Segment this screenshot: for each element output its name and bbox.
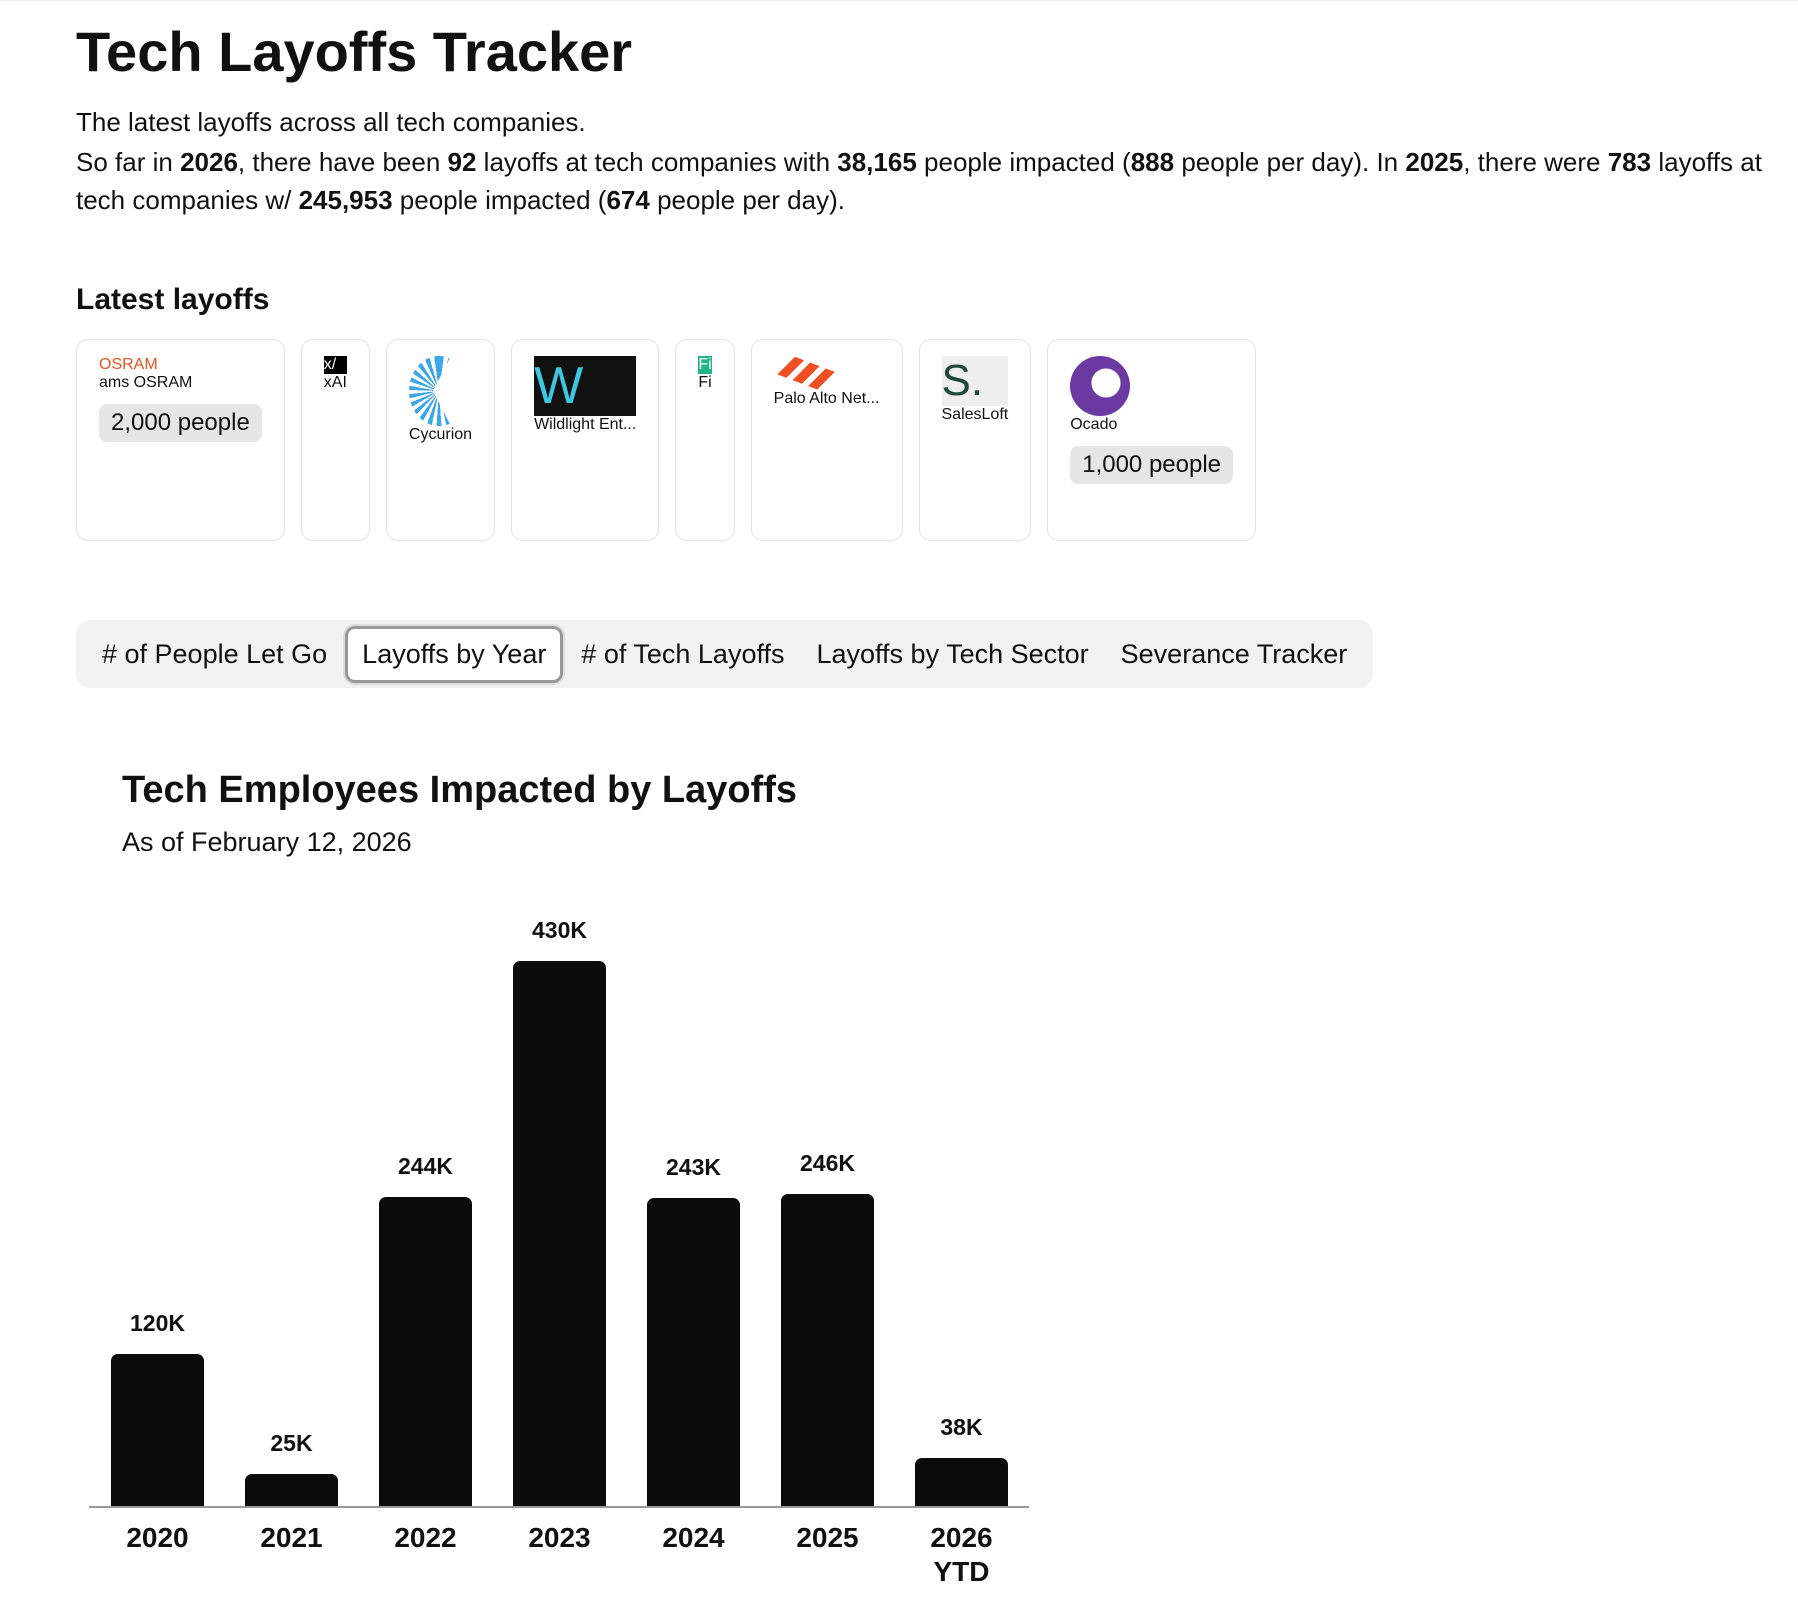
stat: 888 bbox=[1130, 147, 1175, 177]
bar bbox=[781, 1194, 874, 1506]
logo-shape bbox=[1070, 356, 1131, 416]
company-name: SalesLoft bbox=[941, 406, 1009, 423]
x-tick-label: 2025 bbox=[796, 1522, 859, 1553]
text: layoffs at tech companies with bbox=[476, 147, 838, 177]
logo-text: x/ bbox=[323, 356, 337, 373]
logo-text: S. bbox=[941, 356, 984, 405]
tab[interactable]: Layoffs by Tech Sector bbox=[816, 638, 1089, 669]
summary: So far in 2026, there have been 92 layof… bbox=[76, 143, 1766, 219]
data-label: 38K bbox=[940, 1413, 983, 1440]
stat: 92 bbox=[447, 147, 477, 177]
stat: 783 bbox=[1607, 147, 1652, 177]
bar bbox=[647, 1198, 740, 1506]
company-card[interactable]: Palo Alto Net... bbox=[750, 339, 903, 541]
tab[interactable]: # of People Let Go bbox=[102, 638, 328, 669]
company-card[interactable]: S. SalesLoft bbox=[918, 339, 1032, 541]
x-tick-label: 2023 bbox=[528, 1522, 591, 1553]
chart-subtitle: As of February 12, 2026 bbox=[122, 827, 412, 857]
logo-text: W bbox=[534, 357, 584, 415]
company-name: Palo Alto Net... bbox=[773, 390, 880, 407]
text: , there have been bbox=[237, 147, 448, 177]
section-heading: Latest layoffs bbox=[76, 283, 270, 316]
text: , there were bbox=[1463, 147, 1608, 177]
bar bbox=[111, 1353, 204, 1506]
logo-text: OSRAM bbox=[99, 356, 158, 373]
x-tick-label: 2022 bbox=[394, 1522, 457, 1553]
stat: 2025 bbox=[1405, 147, 1464, 177]
stat: 38,165 bbox=[837, 147, 917, 177]
company-card[interactable]: x/xAI bbox=[300, 339, 370, 541]
company-name: Fi bbox=[698, 374, 712, 391]
company-name: ams OSRAM bbox=[99, 374, 193, 391]
bar bbox=[245, 1474, 338, 1506]
company-name: Wildlight Ent... bbox=[534, 416, 637, 433]
data-label: 25K bbox=[270, 1430, 313, 1457]
text: people impacted ( bbox=[392, 185, 607, 215]
company-logo: x/ bbox=[323, 356, 347, 374]
data-label: 243K bbox=[666, 1154, 721, 1180]
company-logo bbox=[408, 356, 473, 426]
stat: 245,953 bbox=[298, 185, 393, 215]
people-count: 2,000 people bbox=[99, 404, 262, 442]
x-tick-label: 2026 YTD bbox=[930, 1522, 993, 1587]
company-name: xAI bbox=[323, 374, 347, 391]
company-card[interactable]: Cycurion bbox=[385, 339, 496, 541]
chart-title: Tech Employees Impacted by Layoffs bbox=[122, 769, 798, 811]
company-logo bbox=[773, 356, 880, 390]
company-card[interactable]: OSRAM ams OSRAM 2,000 people bbox=[76, 339, 285, 541]
logo-text: Fi bbox=[698, 356, 712, 373]
company-logo: S. bbox=[941, 356, 1009, 406]
text: people per day). bbox=[649, 185, 845, 215]
x-tick-label: 2021 bbox=[260, 1522, 323, 1553]
stat: 674 bbox=[606, 185, 650, 215]
tab-bar: # of People Let Go Layoffs by Year # of Te… bbox=[76, 620, 1374, 688]
x-tick-label: 2020 bbox=[126, 1522, 189, 1553]
tab[interactable]: Severance Tracker bbox=[1120, 638, 1348, 669]
text: layoffs at tech companies w/ bbox=[76, 147, 1762, 215]
x-tick-label: 2024 bbox=[662, 1522, 725, 1553]
page-title: Tech Layoffs Tracker bbox=[76, 20, 633, 83]
stat: 2026 bbox=[180, 147, 238, 177]
text: So far in bbox=[76, 147, 181, 177]
company-card[interactable]: W Wildlight Ent... bbox=[511, 339, 660, 541]
fade bbox=[1708, 339, 1798, 545]
data-label: 430K bbox=[532, 917, 587, 943]
data-label: 244K bbox=[398, 1152, 453, 1179]
axis-line bbox=[89, 1506, 1029, 1508]
tab[interactable]: # of Tech Layoffs bbox=[581, 638, 785, 669]
company-logo: OSRAM bbox=[99, 356, 262, 374]
company-card[interactable]: Ocado 1,000 people bbox=[1047, 339, 1257, 541]
company-card[interactable]: Fi Fi bbox=[675, 339, 735, 541]
company-name: Ocado bbox=[1070, 416, 1118, 433]
card-row: OSRAM ams OSRAM 2,000 people x/xAI Cycurion W… bbox=[76, 339, 1798, 545]
company-name: Cycurion bbox=[408, 426, 473, 443]
people-count: 1,000 people bbox=[1070, 446, 1234, 484]
text: people per day). In bbox=[1174, 147, 1406, 177]
company-logo: W bbox=[534, 356, 637, 416]
company-logo: Fi bbox=[698, 356, 712, 374]
company-logo bbox=[1070, 356, 1234, 416]
bar bbox=[915, 1457, 1008, 1506]
intro: The latest layoffs across all tech compa… bbox=[76, 107, 586, 137]
data-label: 120K bbox=[130, 1309, 185, 1336]
bar bbox=[379, 1196, 472, 1506]
data-label: 246K bbox=[800, 1150, 855, 1177]
tab[interactable]: Layoffs by Year bbox=[345, 625, 564, 683]
text: people impacted ( bbox=[916, 147, 1131, 177]
bar bbox=[513, 961, 606, 1506]
